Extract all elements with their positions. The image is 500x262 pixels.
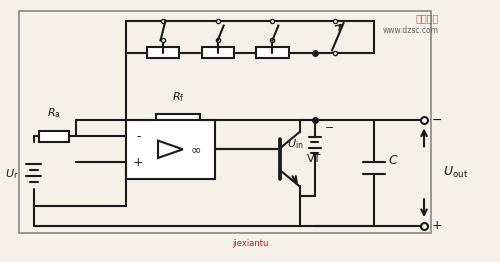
Text: +: +	[133, 156, 143, 169]
Text: VT: VT	[307, 154, 322, 164]
Text: C: C	[388, 154, 397, 167]
Text: $U_{\rm out}$: $U_{\rm out}$	[443, 165, 468, 180]
Text: $R_{\rm f}$: $R_{\rm f}$	[172, 90, 184, 104]
Text: jiexiantu: jiexiantu	[232, 239, 268, 248]
Text: $-$: $-$	[432, 113, 442, 126]
Bar	[126, 120, 215, 179]
Bar	[38, 131, 68, 142]
Text: 维库一卡: 维库一卡	[416, 13, 439, 23]
Bar	[256, 47, 288, 58]
Polygon shape	[158, 141, 183, 158]
Text: $U_{\rm r}$: $U_{\rm r}$	[6, 167, 19, 181]
Text: $-$: $-$	[324, 121, 334, 130]
Bar	[147, 47, 179, 58]
Text: $+$: $+$	[432, 220, 442, 232]
Text: $R_{\rm a}$: $R_{\rm a}$	[46, 107, 60, 121]
Text: www.dzsc.com: www.dzsc.com	[383, 26, 439, 35]
Text: -: -	[136, 130, 140, 143]
Text: $\infty$: $\infty$	[190, 143, 201, 156]
Bar	[156, 114, 200, 125]
Bar	[19, 11, 432, 233]
Text: $U_{\rm in}$: $U_{\rm in}$	[287, 138, 304, 151]
Bar	[202, 47, 234, 58]
